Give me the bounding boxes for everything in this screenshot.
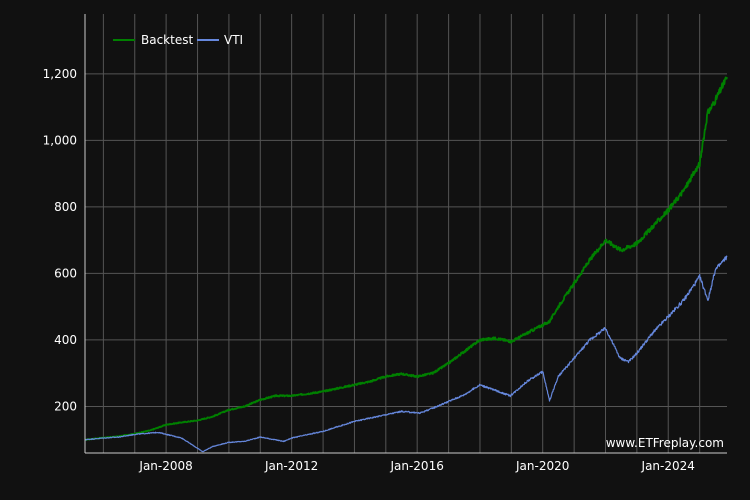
series-line-vti — [84, 255, 728, 453]
y-tick-label: 1,200 — [43, 67, 77, 81]
y-tick-label: 200 — [54, 399, 77, 413]
series-line-backtest — [84, 76, 728, 441]
y-tick-label: 1,000 — [43, 133, 77, 147]
tick-labels: 200 400 600 800 1,000 1,200 Jan-2008 Jan-2012 Ja… — [43, 67, 695, 473]
x-tick-label: Jan-2012 — [264, 459, 318, 473]
legend-label-backtest: Backtest — [141, 33, 193, 47]
x-tick-label: Jan-2024 — [641, 459, 695, 473]
watermark: www.ETFreplay.com — [606, 436, 724, 450]
legend: Backtest VTI — [113, 33, 243, 47]
x-tick-label: Jan-2008 — [138, 459, 192, 473]
x-tick-label: Jan-2020 — [515, 459, 569, 473]
y-tick-label: 400 — [54, 333, 77, 347]
y-tick-label: 600 — [54, 266, 77, 280]
x-tick-label: Jan-2016 — [389, 459, 443, 473]
series-group — [84, 76, 728, 453]
legend-label-vti: VTI — [224, 33, 243, 47]
grid — [85, 14, 727, 453]
y-tick-label: 800 — [54, 200, 77, 214]
